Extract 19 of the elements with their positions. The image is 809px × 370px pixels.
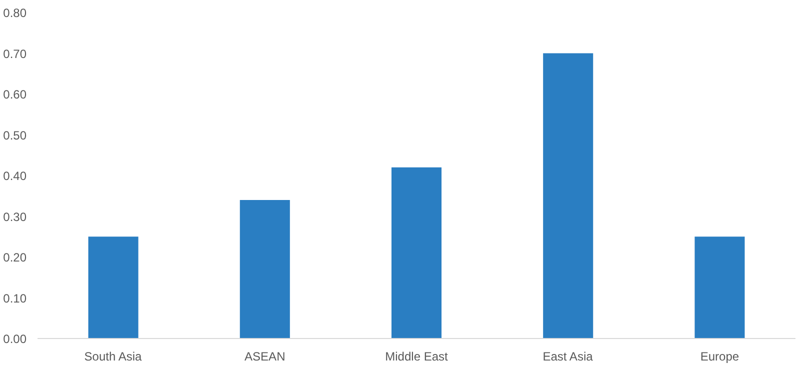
bar	[543, 53, 594, 338]
x-tick-label: Europe	[700, 350, 740, 364]
bar	[240, 200, 290, 338]
y-tick-label: 0.30	[3, 210, 27, 224]
x-tick-label: East Asia	[542, 350, 594, 364]
bar	[88, 236, 138, 338]
bar	[694, 236, 745, 338]
x-tick-label: South Asia	[84, 350, 142, 364]
y-tick-label: 0.70	[3, 46, 27, 61]
y-tick-label: 0.50	[3, 128, 27, 142]
y-tick-label: 0.60	[3, 88, 27, 102]
y-tick-label: 0.20	[3, 250, 27, 264]
y-tick-label: 0.10	[3, 291, 27, 306]
y-tick-label: 0.00	[3, 332, 27, 346]
y-tick-label: 0.80	[3, 6, 27, 20]
x-tick-label: Middle East	[385, 350, 449, 364]
x-tick-label: ASEAN	[244, 350, 286, 364]
bar	[391, 167, 442, 338]
y-tick-label: 0.40	[3, 169, 27, 183]
